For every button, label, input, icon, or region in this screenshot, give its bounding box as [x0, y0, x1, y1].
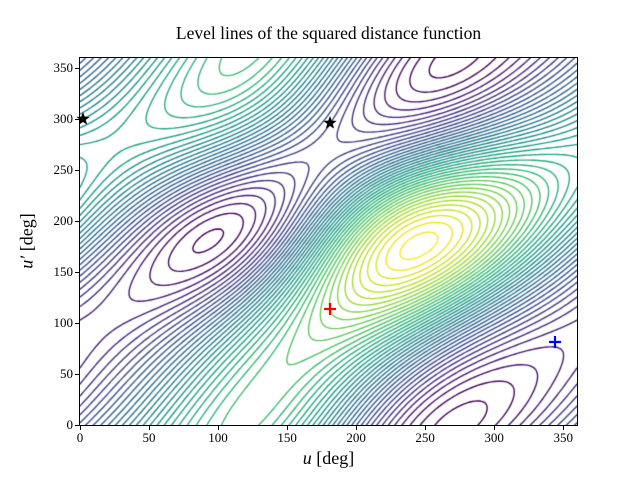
y-tick-mark	[75, 220, 79, 222]
y-tick-label: 100	[53, 315, 74, 331]
x-tick-label: 200	[346, 430, 366, 445]
plus-icon	[548, 336, 561, 349]
y-tick-label: 300	[53, 111, 74, 127]
plot-area	[76, 57, 578, 426]
x-tick-mark	[355, 426, 357, 430]
y-tick-label: 0	[66, 417, 74, 432]
x-axis-variable: u	[302, 448, 312, 468]
y-axis-variable: u′	[16, 255, 37, 269]
y-tick-mark	[75, 373, 79, 375]
contour-canvas	[80, 58, 577, 425]
x-tick-label: 300	[484, 430, 504, 445]
star-icon	[323, 116, 337, 129]
y-tick-label: 50	[60, 366, 73, 382]
y-axis-label: u′ [deg]	[17, 213, 38, 268]
y-tick-mark	[75, 322, 79, 324]
y-tick-label: 350	[53, 60, 74, 76]
star-icon	[76, 112, 90, 125]
chart-title: Level lines of the squared distance func…	[175, 23, 482, 43]
x-tick-label: 100	[208, 430, 228, 445]
y-tick-label: 150	[53, 264, 74, 280]
plus-icon	[323, 302, 336, 315]
y-tick-mark	[75, 271, 79, 273]
y-tick-label: 200	[53, 213, 74, 229]
x-tick-label: 350	[553, 430, 573, 445]
x-tick-label: 0	[76, 430, 84, 445]
x-tick-mark	[286, 426, 288, 430]
x-tick-mark	[424, 426, 426, 430]
x-tick-mark	[562, 426, 564, 430]
x-tick-label: 50	[142, 430, 156, 445]
marker-black-star-center	[322, 115, 338, 131]
marker-red-plus	[322, 301, 338, 317]
x-tick-mark	[148, 426, 150, 430]
y-tick-mark	[75, 424, 79, 426]
y-tick-mark	[75, 169, 79, 171]
x-tick-mark	[79, 426, 81, 430]
y-tick-mark	[75, 118, 79, 120]
x-tick-mark	[493, 426, 495, 430]
x-axis-unit: [deg]	[316, 448, 355, 468]
x-tick-label: 150	[277, 430, 297, 445]
x-tick-label: 250	[415, 430, 435, 445]
x-tick-mark	[217, 426, 219, 430]
y-tick-mark	[75, 67, 79, 69]
y-axis-unit: [deg]	[16, 213, 37, 252]
x-axis-label: u [deg]	[79, 448, 578, 469]
y-tick-label: 250	[53, 162, 74, 178]
marker-blue-plus	[547, 334, 563, 350]
marker-black-star-left	[75, 111, 91, 127]
